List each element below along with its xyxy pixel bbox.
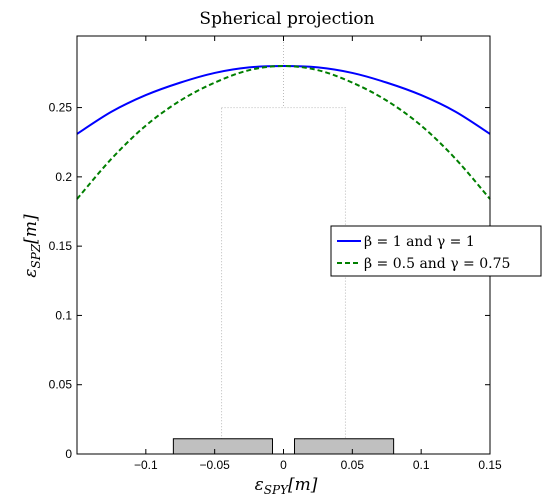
x-tick-label: 0.05 (341, 458, 365, 472)
x-tick-label: 0.15 (478, 458, 502, 472)
y-axis-label-sub: SPZ (29, 243, 43, 268)
y-tick-label: 0.2 (55, 170, 72, 184)
x-axis-label-sub: SPY (264, 483, 289, 497)
legend-box (330, 225, 542, 277)
legend-label-1: β = 1 and γ = 1 (364, 234, 475, 250)
legend-label-2: β = 0.5 and γ = 0.75 (364, 256, 510, 272)
annotations-layer (172, 36, 395, 455)
y-tick-label: 0.15 (49, 239, 73, 253)
legend: β = 1 and γ = 1 β = 0.5 and γ = 0.75 (330, 225, 542, 277)
block-2 (294, 438, 395, 455)
series-line-1 (76, 64, 491, 135)
y-axis-label: εSPZ[m] (21, 214, 43, 278)
y-axis-label-unit: [m] (21, 214, 41, 244)
chart-title: Spherical projection (199, 9, 374, 29)
x-tick-label: 0.1 (413, 458, 430, 472)
x-axis-label-symbol: ε (255, 475, 264, 495)
x-axis-label: εSPY[m] (255, 475, 318, 497)
y-tick-label: 0 (65, 447, 72, 461)
y-axis: 0 0.05 0.1 0.15 0.2 0.25 (49, 101, 490, 461)
y-tick-label: 0.1 (55, 308, 72, 322)
x-tick-label: −0.1 (134, 458, 158, 472)
x-axis-label-unit: [m] (288, 475, 318, 495)
series-line-2 (76, 64, 491, 200)
y-axis-label-symbol: ε (21, 268, 41, 277)
x-tick-label: −0.05 (199, 458, 230, 472)
x-axis: −0.1 −0.05 0 0.05 0.1 0.15 (134, 36, 502, 472)
y-tick-label: 0.25 (49, 101, 73, 115)
dotted-outline-box (221, 107, 346, 455)
y-tick-label: 0.05 (49, 378, 73, 392)
block-1 (172, 438, 273, 455)
series-layer (76, 64, 491, 200)
x-tick-label: 0 (280, 458, 287, 472)
